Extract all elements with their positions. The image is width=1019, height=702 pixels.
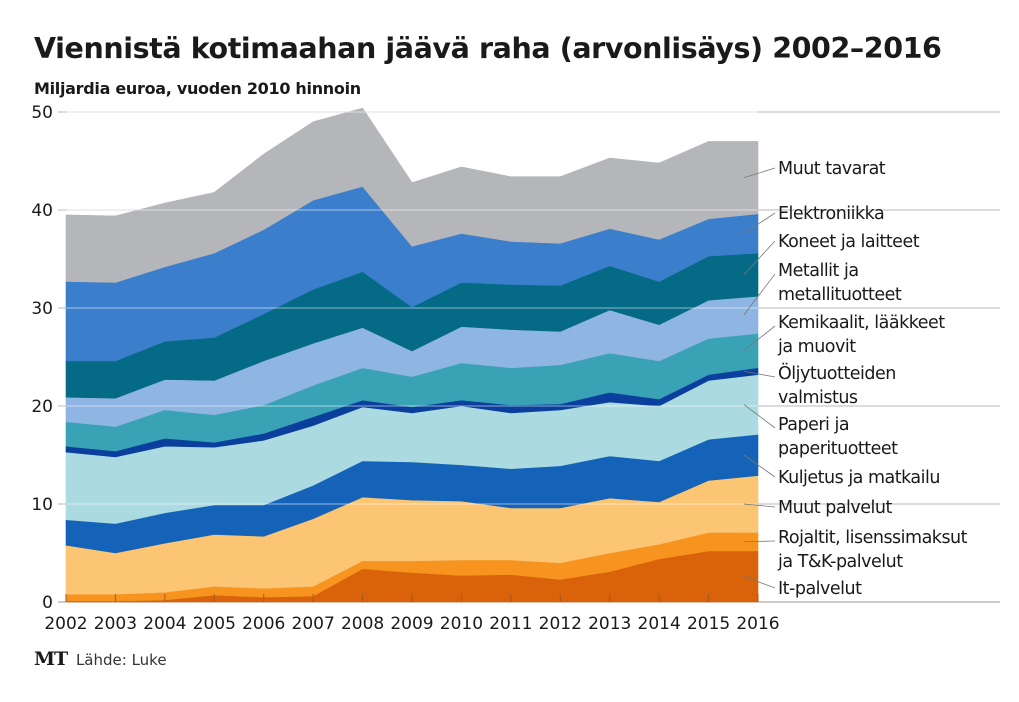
gridlines-overlay — [66, 111, 758, 505]
legend-item: Paperi ja paperituotteet — [743, 404, 899, 459]
x-tick-label: 2011 — [489, 614, 532, 634]
legend-leader-line — [743, 576, 776, 589]
y-tick-label: 50 — [31, 103, 53, 123]
legend-leader-line — [743, 167, 776, 179]
x-tick-label: 2012 — [539, 614, 582, 634]
x-axis: 2002 2003 2004 2005 2006 2007 2008 2009 2010 2011… — [44, 594, 780, 634]
x-tick-label: 2004 — [143, 614, 186, 634]
legend-leader-line — [743, 325, 776, 351]
legend-label: Kuljetus ja matkailu — [778, 468, 940, 488]
legend-label: Muut tavarat — [778, 159, 886, 179]
legend-leader-line — [743, 454, 776, 478]
legend-label: Metallit ja — [778, 261, 859, 281]
legend-item: Elektroniikka — [743, 204, 885, 234]
legend-item: Koneet ja laitteet — [743, 232, 920, 275]
x-tick-label: 2003 — [94, 614, 137, 634]
legend-leader-line — [743, 212, 776, 234]
x-tick-label: 2016 — [736, 614, 779, 634]
legend-leader-line — [743, 240, 776, 275]
legend-item: Muut palvelut — [743, 498, 893, 518]
x-tick-label: 2007 — [292, 614, 335, 634]
legend-item: It-palvelut — [743, 576, 863, 599]
legend-leader-line — [743, 404, 776, 429]
legend-item: Muut tavarat — [743, 159, 886, 179]
x-tick-label: 2008 — [341, 614, 384, 634]
legend-leader-line — [743, 540, 776, 543]
legend-item: Rojaltit, lisenssimaksut ja T&K-palvelut — [743, 528, 968, 572]
x-tick-label: 2015 — [687, 614, 730, 634]
legend-item: Metallit ja metallituotteet — [743, 261, 902, 316]
x-tick-label: 2013 — [588, 614, 631, 634]
legend-label: Kemikaalit, lääkkeet — [778, 313, 945, 333]
mt-logo: MT — [34, 648, 68, 670]
x-tick-label: 2002 — [44, 614, 87, 634]
legend: It-palvelut Rojaltit, lisenssimaksut ja T&… — [743, 159, 968, 599]
y-tick-label: 20 — [31, 397, 53, 417]
x-tick-label: 2010 — [440, 614, 483, 634]
legend-item: Öljytuotteiden valmistus — [743, 362, 896, 408]
x-tick-label: 2005 — [193, 614, 236, 634]
x-tick-label: 2009 — [390, 614, 433, 634]
y-tick-label: 10 — [31, 495, 53, 515]
legend-label: ja T&K-palvelut — [777, 552, 903, 572]
legend-label: paperituotteet — [778, 439, 898, 459]
y-tick-label: 40 — [31, 201, 53, 221]
x-tick-label: 2014 — [638, 614, 681, 634]
legend-item: Kuljetus ja matkailu — [743, 454, 940, 488]
chart-title: Viennistä kotimaahan jäävä raha (arvonli… — [34, 32, 942, 65]
area-series — [65, 107, 759, 603]
legend-label: Rojaltit, lisenssimaksut — [778, 528, 968, 548]
chart-subtitle: Miljardia euroa, vuoden 2010 hinnoin — [34, 79, 361, 98]
source-text: Lähde: Luke — [75, 651, 167, 669]
legend-item: Kemikaalit, lääkkeet ja muovit — [743, 313, 946, 357]
x-tick-label: 2006 — [242, 614, 285, 634]
legend-label: Muut palvelut — [778, 498, 892, 518]
source-footer: MT Lähde: Luke — [34, 648, 167, 670]
area-muut-tavarat — [65, 107, 759, 283]
y-tick-label: 0 — [42, 593, 53, 613]
legend-leader-line — [743, 503, 776, 508]
legend-label: Elektroniikka — [778, 204, 884, 224]
legend-label: Koneet ja laitteet — [778, 232, 920, 252]
legend-label: metallituotteet — [778, 285, 902, 305]
legend-label: Paperi ja — [778, 415, 849, 435]
y-axis: 0 10 20 30 40 50 — [31, 103, 53, 613]
legend-label: It-palvelut — [778, 579, 862, 599]
legend-label: Öljytuotteiden — [778, 362, 896, 384]
y-tick-label: 30 — [31, 299, 53, 319]
legend-label: ja muovit — [777, 337, 856, 357]
legend-leader-line — [743, 273, 776, 316]
legend-label: valmistus — [778, 388, 858, 408]
legend-leader-line — [743, 370, 776, 378]
